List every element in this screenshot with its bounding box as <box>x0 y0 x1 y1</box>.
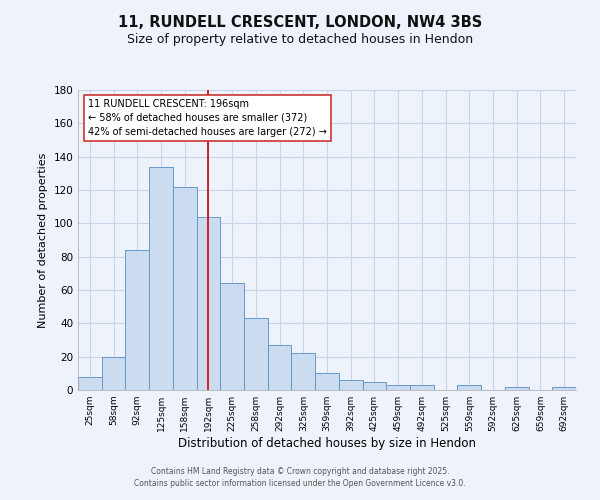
Bar <box>149 166 173 390</box>
Bar <box>315 374 339 390</box>
Text: Size of property relative to detached houses in Hendon: Size of property relative to detached ho… <box>127 32 473 46</box>
Bar <box>268 345 292 390</box>
Text: 11 RUNDELL CRESCENT: 196sqm
← 58% of detached houses are smaller (372)
42% of se: 11 RUNDELL CRESCENT: 196sqm ← 58% of det… <box>88 99 327 137</box>
Bar <box>220 284 244 390</box>
Bar <box>552 386 576 390</box>
Y-axis label: Number of detached properties: Number of detached properties <box>38 152 48 328</box>
Bar <box>173 186 197 390</box>
Bar <box>244 318 268 390</box>
Bar <box>457 385 481 390</box>
Bar <box>292 354 315 390</box>
Bar <box>197 216 220 390</box>
Bar <box>125 250 149 390</box>
Bar <box>339 380 362 390</box>
Bar <box>102 356 125 390</box>
Bar <box>386 385 410 390</box>
Bar <box>410 385 434 390</box>
Text: Contains HM Land Registry data © Crown copyright and database right 2025.
Contai: Contains HM Land Registry data © Crown c… <box>134 466 466 487</box>
Bar <box>362 382 386 390</box>
Text: 11, RUNDELL CRESCENT, LONDON, NW4 3BS: 11, RUNDELL CRESCENT, LONDON, NW4 3BS <box>118 15 482 30</box>
Bar <box>78 376 102 390</box>
X-axis label: Distribution of detached houses by size in Hendon: Distribution of detached houses by size … <box>178 437 476 450</box>
Bar <box>505 386 529 390</box>
